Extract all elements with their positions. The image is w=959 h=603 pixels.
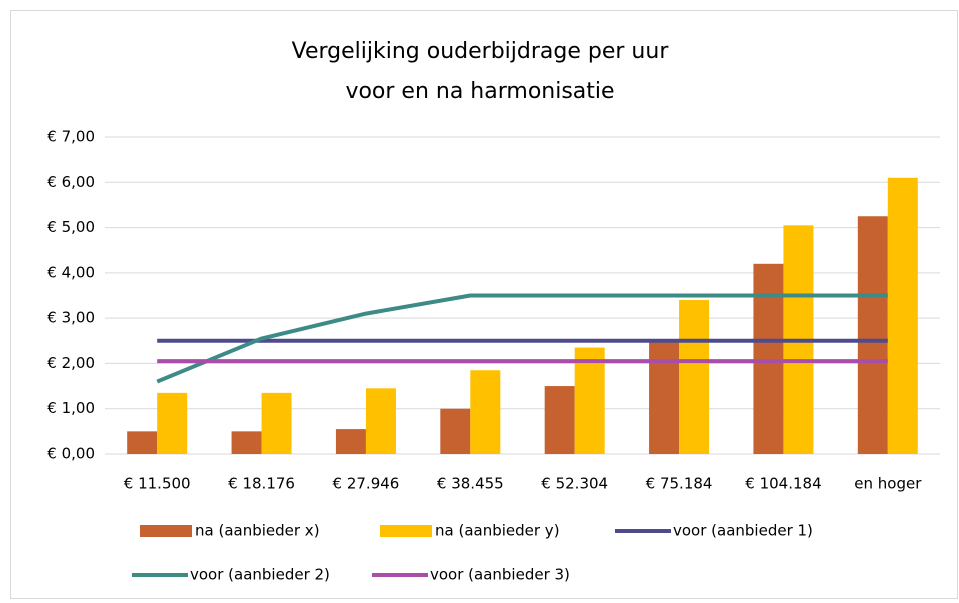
bar [365,388,396,454]
line [156,293,888,384]
bar [574,347,605,454]
legend-swatch [380,525,432,537]
bar [157,392,188,454]
bar [544,386,575,454]
y-tick-label: € 4,00 [47,263,95,281]
x-tick-label: € 18.176 [228,475,295,493]
y-tick-label: € 1,00 [47,399,95,417]
bar [261,392,292,454]
x-tick-label: € 38.455 [437,475,504,493]
y-tick-label: € 7,00 [47,128,95,146]
legend-label: voor (aanbieder 2) [190,566,330,584]
chart-title: voor en na harmonisatie [345,79,614,104]
x-tick-label: € 27.946 [333,475,400,493]
x-tick-label: € 11.500 [124,475,191,493]
y-tick-label: € 0,00 [47,445,95,463]
bar [127,431,158,454]
bar [231,431,262,454]
bar [649,340,680,454]
legend-label: na (aanbieder y) [435,522,560,540]
legend-label: voor (aanbieder 3) [430,566,570,584]
x-tick-label: en hoger [854,475,922,493]
bar [857,216,888,454]
bar [440,408,471,454]
bar [335,429,366,454]
y-tick-label: € 5,00 [47,218,95,236]
legend-swatch [140,525,192,537]
legend-label: voor (aanbieder 1) [673,522,813,540]
bar [470,370,501,454]
x-tick-label: € 52.304 [541,475,608,493]
legend-label: na (aanbieder x) [195,522,320,540]
x-tick-label: € 104.184 [745,475,821,493]
x-tick-label: € 75.184 [646,475,713,493]
bar [679,300,710,454]
y-tick-label: € 3,00 [47,309,95,327]
chart-title: Vergelijking ouderbijdrage per uur [292,39,670,64]
y-tick-label: € 6,00 [47,173,95,191]
y-tick-label: € 2,00 [47,354,95,372]
bar [887,177,918,454]
bar [753,263,784,454]
